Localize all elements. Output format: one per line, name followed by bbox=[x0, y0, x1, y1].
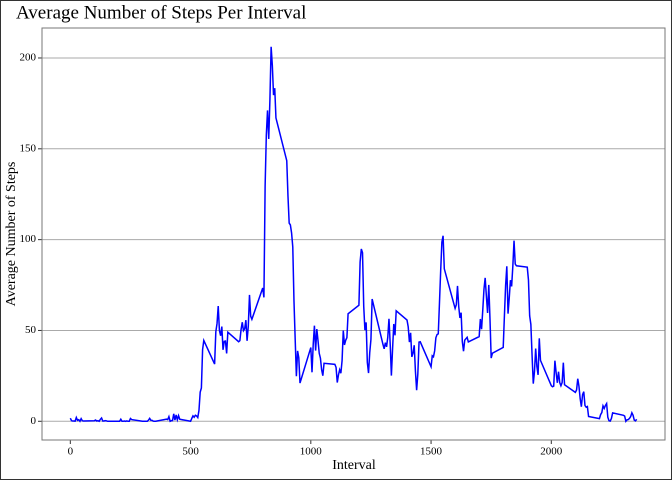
y-tick-label: 0 bbox=[31, 415, 37, 427]
x-tick-label: 1500 bbox=[420, 446, 443, 458]
x-tick-label: 1000 bbox=[300, 446, 323, 458]
x-tick-label: 0 bbox=[68, 446, 74, 458]
chart-title: Average Number of Steps Per Interval bbox=[16, 2, 306, 23]
y-tick-label: 100 bbox=[20, 233, 37, 245]
y-tick-label: 50 bbox=[25, 324, 37, 336]
y-tick-label: 150 bbox=[20, 142, 37, 154]
data-line bbox=[69, 46, 638, 423]
y-tick-label: 200 bbox=[20, 52, 37, 64]
x-axis-label: Interval bbox=[332, 458, 376, 473]
x-tick-label: 2000 bbox=[540, 446, 563, 458]
plot-border bbox=[41, 27, 666, 441]
x-tick-label: 500 bbox=[182, 446, 199, 458]
y-axis-label: Average Number of Steps bbox=[4, 162, 19, 307]
